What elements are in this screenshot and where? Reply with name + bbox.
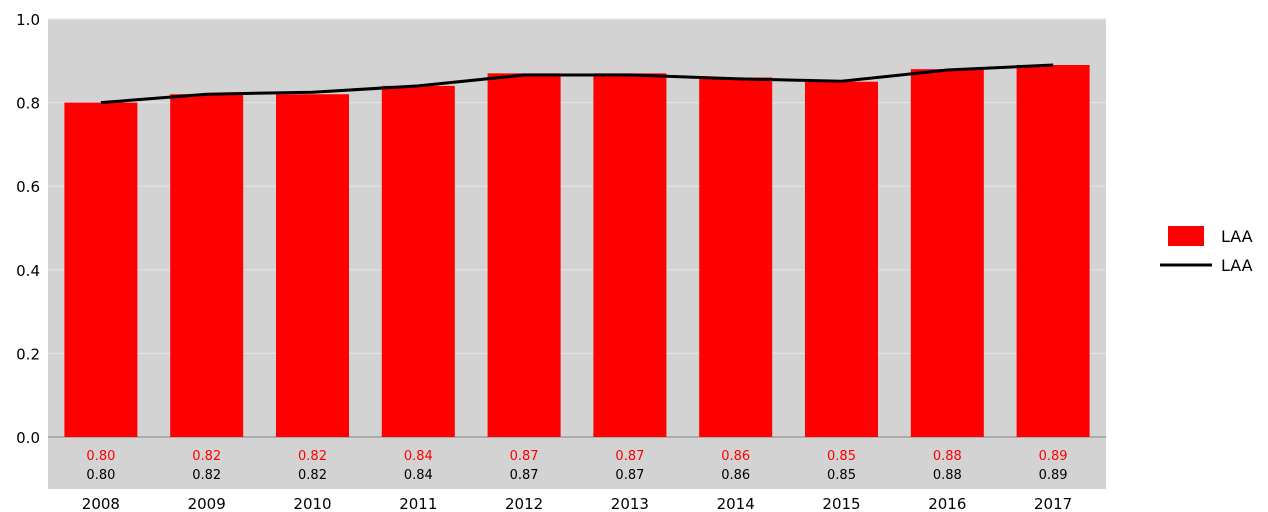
bar bbox=[487, 73, 561, 437]
bar-data-label: 0.89 bbox=[1039, 449, 1068, 464]
bar-data-label: 0.80 bbox=[86, 449, 115, 464]
x-tick-label: 2010 bbox=[293, 495, 331, 512]
x-tick-label: 2013 bbox=[611, 495, 649, 512]
line-data-label: 0.82 bbox=[298, 468, 327, 483]
bar bbox=[910, 69, 984, 437]
line-data-label: 0.88 bbox=[933, 468, 962, 483]
line-data-label: 0.86 bbox=[721, 468, 750, 483]
data-labels: 0.80 0.80 0.82 0.82 0.82 0.82 0.84 0.84 0.87 0.87… bbox=[86, 449, 1067, 483]
line-data-label: 0.87 bbox=[510, 468, 539, 483]
x-tick-label: 2011 bbox=[399, 495, 437, 512]
x-tick-label: 2017 bbox=[1034, 495, 1072, 512]
bar-data-label: 0.85 bbox=[827, 449, 856, 464]
bar bbox=[170, 94, 244, 438]
line-series bbox=[100, 63, 1054, 105]
bar bbox=[699, 77, 773, 438]
line-data-label: 0.85 bbox=[827, 468, 856, 483]
bar-data-label: 0.86 bbox=[721, 449, 750, 464]
bar bbox=[1016, 64, 1090, 437]
line-data-label: 0.84 bbox=[404, 468, 433, 483]
legend: LAA LAA bbox=[1160, 226, 1253, 275]
bars bbox=[64, 64, 1090, 438]
legend-line-label: LAA bbox=[1221, 256, 1253, 275]
y-tick-label: 0.6 bbox=[16, 178, 40, 196]
line-path bbox=[100, 63, 1054, 105]
x-tick-label: 2008 bbox=[82, 495, 120, 512]
bar-data-label: 0.87 bbox=[510, 449, 539, 464]
bar-data-label: 0.87 bbox=[615, 449, 644, 464]
line-data-label: 0.82 bbox=[192, 468, 221, 483]
bar bbox=[593, 73, 667, 437]
line-data-label: 0.80 bbox=[86, 468, 115, 483]
x-tick-label: 2015 bbox=[822, 495, 860, 512]
bar-data-label: 0.88 bbox=[933, 449, 962, 464]
x-tick-label: 2009 bbox=[188, 495, 226, 512]
x-tick-label: 2014 bbox=[717, 495, 755, 512]
bar bbox=[64, 102, 138, 437]
y-tick-label: 0.2 bbox=[16, 345, 40, 363]
y-tick-label: 0.8 bbox=[16, 95, 40, 113]
y-tick-label: 0.0 bbox=[16, 429, 40, 447]
legend-bar-label: LAA bbox=[1221, 227, 1253, 246]
bar bbox=[381, 85, 455, 437]
y-tick-label: 1.0 bbox=[16, 11, 40, 29]
x-tick-label: 2016 bbox=[928, 495, 966, 512]
line-data-label: 0.87 bbox=[615, 468, 644, 483]
bar-data-label: 0.82 bbox=[192, 449, 221, 464]
legend-bar-swatch bbox=[1168, 226, 1204, 246]
x-axis: 2008 2009 2010 2011 2012 2013 2014 2015 2016 2017 bbox=[82, 495, 1072, 512]
bar-data-label: 0.82 bbox=[298, 449, 327, 464]
bar-data-label: 0.84 bbox=[404, 449, 433, 464]
bar bbox=[805, 81, 878, 437]
x-tick-label: 2012 bbox=[505, 495, 543, 512]
line-data-label: 0.89 bbox=[1039, 468, 1068, 483]
y-tick-label: 0.4 bbox=[16, 262, 40, 280]
y-axis: 0.0 0.2 0.4 0.6 0.8 1.0 bbox=[16, 11, 40, 447]
bar bbox=[276, 94, 349, 438]
